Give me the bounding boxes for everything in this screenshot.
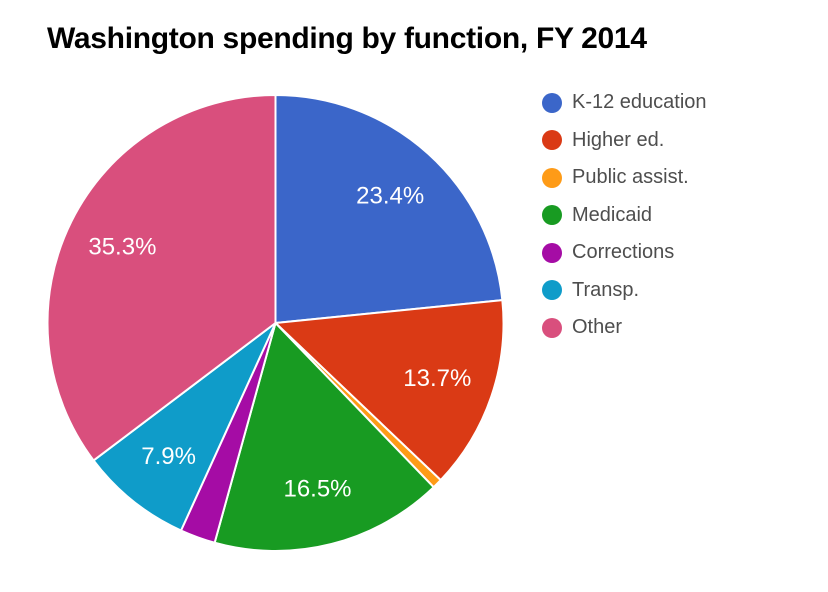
pie-slice-higher-ed[interactable] [274, 299, 505, 482]
pie-slice-k-12-education[interactable] [274, 94, 504, 324]
pie-chart: 23.4% 13.7% 16.5% 7.9% 35.3% [46, 94, 505, 552]
chart-title: Washington spending by function, FY 2014 [47, 22, 647, 55]
legend-swatch-icon [542, 242, 562, 263]
legend-item-corrections[interactable]: Corrections [542, 234, 802, 272]
legend-label: Transp. [572, 278, 640, 301]
legend-item-medicaid[interactable]: Medicaid [542, 197, 802, 235]
legend-item-other[interactable]: Other [542, 309, 802, 347]
legend-swatch-icon [542, 167, 562, 188]
pie-slice-transp[interactable] [92, 322, 277, 532]
pie-slice-other[interactable] [46, 94, 277, 462]
pie-slice-medicaid[interactable] [213, 322, 435, 552]
slice-label-other: 35.3% [88, 233, 156, 260]
slice-label-medicaid: 16.5% [283, 475, 351, 502]
legend-label: Corrections [572, 241, 675, 264]
legend-swatch-icon [542, 317, 562, 338]
legend-swatch-icon [542, 280, 562, 301]
legend-label: K-12 education [572, 91, 707, 114]
legend-swatch-icon [542, 205, 562, 226]
legend-label: Public assist. [572, 166, 689, 189]
slice-label-higher-ed: 13.7% [403, 365, 471, 392]
legend-label: Other [572, 316, 623, 339]
slice-label-k-12-education: 23.4% [356, 183, 424, 210]
legend-label: Higher ed. [572, 128, 665, 151]
legend-swatch-icon [542, 130, 562, 151]
legend-item-k-12-education[interactable]: K-12 education [542, 84, 802, 122]
legend-item-higher-ed[interactable]: Higher ed. [542, 122, 802, 160]
slice-label-transp: 7.9% [141, 443, 196, 470]
legend-item-transp[interactable]: Transp. [542, 272, 802, 310]
legend-item-public-assist[interactable]: Public assist. [542, 159, 802, 197]
legend: K-12 education Higher ed. Public assist. Me… [542, 84, 802, 347]
legend-label: Medicaid [572, 203, 653, 226]
legend-swatch-icon [542, 92, 562, 113]
